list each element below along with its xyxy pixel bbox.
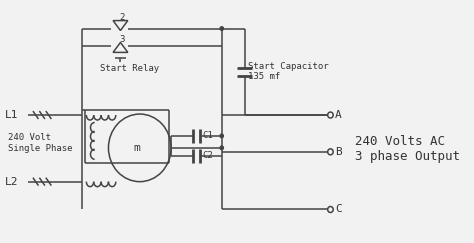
- Text: L2: L2: [4, 177, 18, 187]
- Circle shape: [220, 27, 223, 30]
- Text: C: C: [335, 205, 342, 215]
- Text: 2: 2: [119, 13, 125, 22]
- Text: B: B: [335, 147, 342, 157]
- Text: C2: C2: [202, 151, 213, 160]
- Text: Start Capacitor
135 mf: Start Capacitor 135 mf: [248, 62, 329, 81]
- Text: 240 Volt
Single Phase: 240 Volt Single Phase: [8, 133, 73, 153]
- Circle shape: [220, 134, 223, 138]
- Text: A: A: [335, 110, 342, 120]
- Text: 240 Volts AC
3 phase Output: 240 Volts AC 3 phase Output: [356, 135, 460, 163]
- Circle shape: [220, 146, 223, 150]
- Text: Start Relay: Start Relay: [100, 64, 159, 73]
- Text: C1: C1: [202, 131, 213, 140]
- Text: m: m: [134, 143, 140, 153]
- Text: L1: L1: [4, 110, 18, 120]
- Text: 3: 3: [119, 35, 125, 44]
